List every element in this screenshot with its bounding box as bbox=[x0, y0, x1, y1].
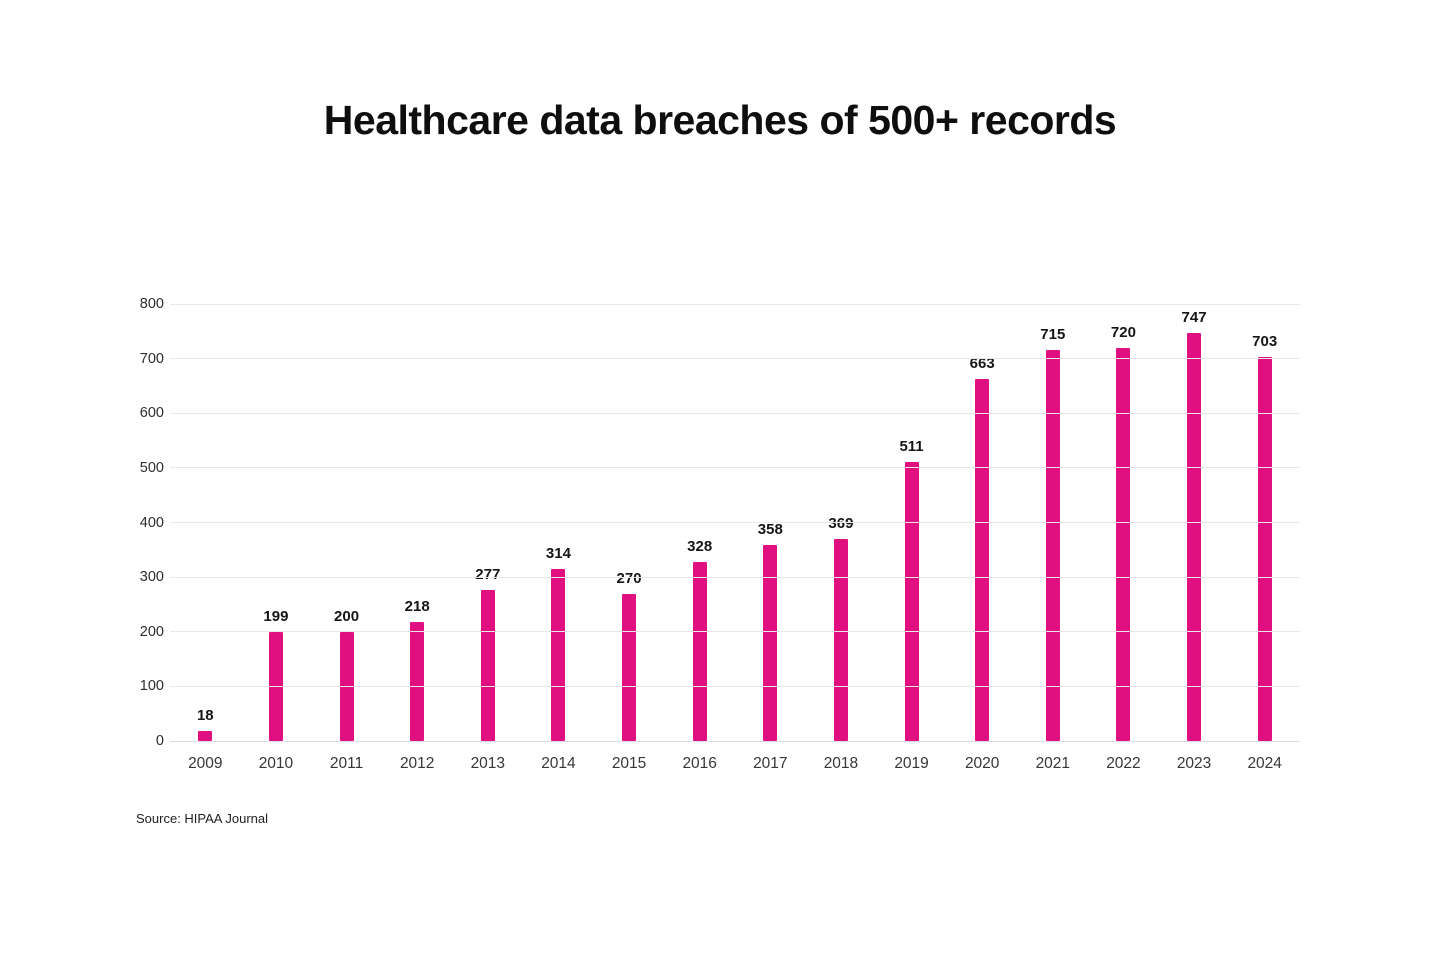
value-label-2015: 270 bbox=[616, 569, 642, 587]
bar-2009 bbox=[198, 731, 213, 741]
bar-2023 bbox=[1187, 332, 1202, 741]
gridline-800 bbox=[170, 303, 1300, 305]
bar-slots: 18 2009 199 2010 200 2011 218 2012 277 2013 314 201… bbox=[170, 304, 1300, 772]
bar-2016 bbox=[692, 561, 707, 741]
value-label-2021: 715 bbox=[1040, 326, 1066, 344]
y-axis-tick-label: 300 bbox=[139, 569, 164, 586]
gridline-300 bbox=[170, 576, 1300, 578]
x-axis-tick-label-2021: 2021 bbox=[1035, 755, 1071, 772]
y-axis-tick-label: 200 bbox=[139, 623, 164, 640]
bar-slot-2021: 715 2021 bbox=[1018, 304, 1089, 772]
bar-slot-2024: 703 2024 bbox=[1229, 304, 1300, 772]
bar-slot-2022: 720 2022 bbox=[1088, 304, 1159, 772]
value-label-2022: 720 bbox=[1110, 323, 1136, 341]
x-axis-tick-label-2010: 2010 bbox=[258, 755, 294, 772]
x-axis-tick-label-2020: 2020 bbox=[964, 755, 1000, 772]
value-label-2023: 747 bbox=[1181, 308, 1207, 326]
bar-slot-2014: 314 2014 bbox=[523, 304, 594, 772]
gridline-400 bbox=[170, 522, 1300, 523]
x-axis-tick-label-2023: 2023 bbox=[1176, 755, 1212, 772]
value-label-2013: 277 bbox=[475, 565, 501, 583]
x-axis-tick-label-2019: 2019 bbox=[894, 755, 929, 772]
bar-2014 bbox=[551, 569, 566, 741]
x-axis-tick-label-2016: 2016 bbox=[682, 755, 717, 772]
bar-slot-2017: 358 2017 bbox=[735, 304, 806, 772]
value-label-2011: 200 bbox=[334, 607, 360, 625]
value-label-2018: 369 bbox=[828, 515, 854, 533]
x-axis-tick-label-2011: 2011 bbox=[329, 755, 364, 772]
gridline-600 bbox=[170, 412, 1300, 414]
bar-2017 bbox=[763, 545, 778, 741]
value-label-2010: 199 bbox=[263, 608, 289, 626]
y-axis-tick-label: 400 bbox=[139, 514, 164, 531]
y-axis-tick-label: 600 bbox=[139, 405, 164, 422]
bar-2024 bbox=[1257, 357, 1272, 741]
y-axis-tick-label: 800 bbox=[139, 296, 164, 312]
bar-slot-2013: 277 2013 bbox=[453, 304, 524, 772]
gridline-0 bbox=[170, 740, 1300, 742]
bar-slot-2018: 369 2018 bbox=[806, 304, 877, 772]
value-label-2009: 18 bbox=[196, 707, 214, 725]
chart-title: Healthcare data breaches of 500+ records bbox=[323, 97, 1117, 143]
plot-area: 18 2009 199 2010 200 2011 218 2012 277 2013 314 201… bbox=[140, 296, 1300, 772]
bar-slot-2016: 328 2016 bbox=[664, 304, 735, 772]
value-label-2012: 218 bbox=[404, 597, 430, 615]
bar-2019 bbox=[904, 461, 919, 741]
bar-chart: 18 2009 199 2010 200 2011 218 2012 277 2013 314 201… bbox=[136, 296, 1300, 804]
bar-2020 bbox=[975, 378, 990, 741]
y-axis-tick-label: 0 bbox=[155, 733, 164, 749]
x-axis-tick-label-2013: 2013 bbox=[470, 755, 506, 772]
x-axis-tick-label-2024: 2024 bbox=[1247, 755, 1282, 772]
bar-2015 bbox=[622, 593, 637, 741]
bar-slot-2012: 218 2012 bbox=[382, 304, 453, 772]
value-label-2019: 511 bbox=[899, 437, 924, 455]
x-axis-tick-label-2014: 2014 bbox=[541, 755, 576, 772]
gridline-500 bbox=[170, 467, 1300, 469]
gridline-700 bbox=[170, 358, 1300, 360]
gridline-100 bbox=[170, 685, 1300, 687]
x-axis-tick-label-2009: 2009 bbox=[188, 755, 223, 772]
y-axis-tick-label: 700 bbox=[139, 350, 164, 367]
bar-2018 bbox=[833, 539, 848, 741]
x-axis-tick-label-2017: 2017 bbox=[753, 755, 788, 772]
y-axis-tick-label: 100 bbox=[139, 678, 164, 695]
bar-slot-2009: 18 2009 bbox=[170, 304, 241, 772]
x-axis-tick-label-2012: 2012 bbox=[399, 755, 435, 772]
value-label-2016: 328 bbox=[687, 537, 713, 555]
bar-slot-2023: 747 2023 bbox=[1159, 304, 1230, 772]
value-label-2017: 358 bbox=[757, 521, 783, 539]
bar-2022 bbox=[1116, 347, 1131, 741]
value-label-2024: 703 bbox=[1252, 333, 1278, 350]
bar-2012 bbox=[410, 621, 425, 741]
bar-2013 bbox=[480, 589, 495, 741]
bar-2021 bbox=[1045, 350, 1060, 741]
x-axis-tick-label-2022: 2022 bbox=[1106, 755, 1141, 772]
source-note: Source: HIPAA Journal bbox=[136, 811, 268, 826]
gridline-200 bbox=[170, 631, 1300, 633]
x-axis-tick-label-2015: 2015 bbox=[611, 755, 647, 772]
y-axis-tick-label: 500 bbox=[139, 459, 164, 476]
x-axis-tick-label-2018: 2018 bbox=[823, 755, 859, 772]
value-label-2014: 314 bbox=[545, 545, 571, 563]
bar-slot-2015: 270 2015 bbox=[594, 304, 665, 772]
bar-slot-2019: 511 2019 bbox=[876, 304, 947, 772]
